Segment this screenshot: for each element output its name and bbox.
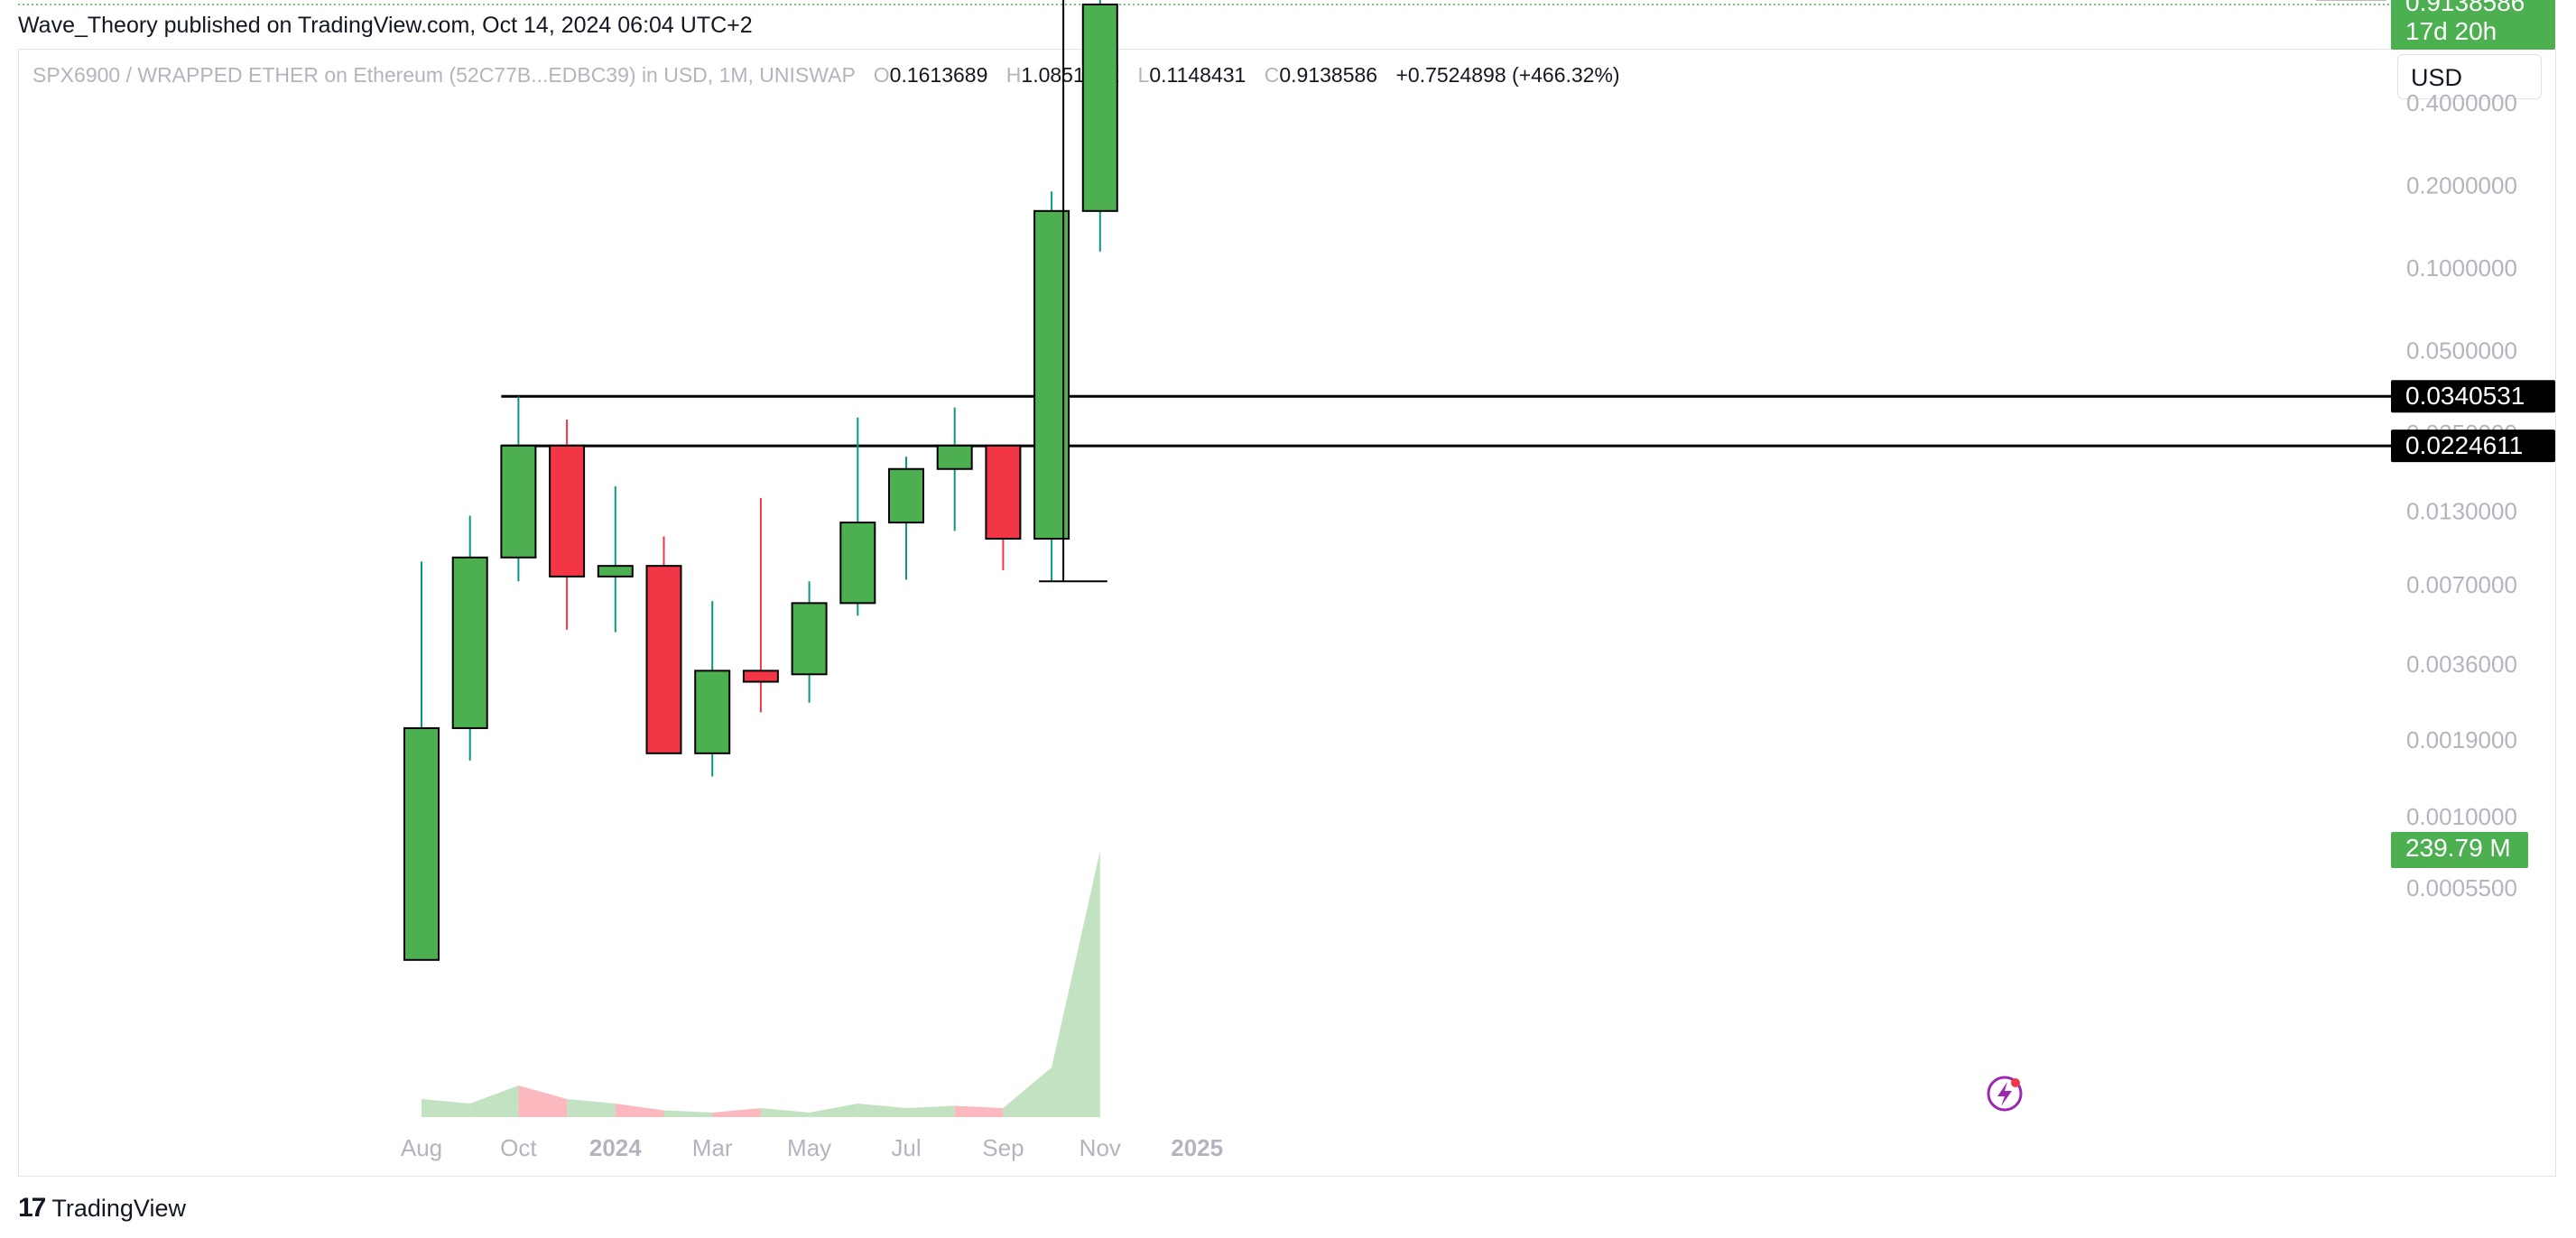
publisher-caption: Wave_Theory published on TradingView.com… <box>18 13 753 38</box>
last-price-label-bg <box>2391 0 2555 50</box>
close-value: 0.9138586 <box>1279 63 1378 87</box>
last-price-label-text: 17d 20h <box>2405 17 2497 45</box>
change-value: +0.7524898 (+466.32%) <box>1395 63 1620 87</box>
ohlc-legend: SPX6900 / WRAPPED ETHER on Ethereum (52C… <box>32 63 1620 88</box>
close-label: C <box>1264 63 1280 87</box>
low-label: L <box>1137 63 1150 87</box>
low-value: 0.1148431 <box>1149 63 1246 87</box>
brand-name: TradingView <box>51 1194 186 1222</box>
open-value: 0.1613689 <box>889 63 988 87</box>
symbol-description[interactable]: SPX6900 / WRAPPED ETHER on Ethereum (52C… <box>32 63 856 87</box>
open-label: O <box>873 63 890 87</box>
chart-frame <box>18 49 2556 1177</box>
currency-selector[interactable]: USD <box>2397 54 2542 99</box>
high-value: 1.0851882 <box>1021 63 1120 87</box>
tradingview-logo-icon: 17 <box>18 1193 46 1223</box>
last-price-label-text: 0.9138586 <box>2405 0 2525 16</box>
high-label: H <box>1005 63 1022 87</box>
tradingview-brand[interactable]: 17 TradingView <box>18 1193 186 1224</box>
